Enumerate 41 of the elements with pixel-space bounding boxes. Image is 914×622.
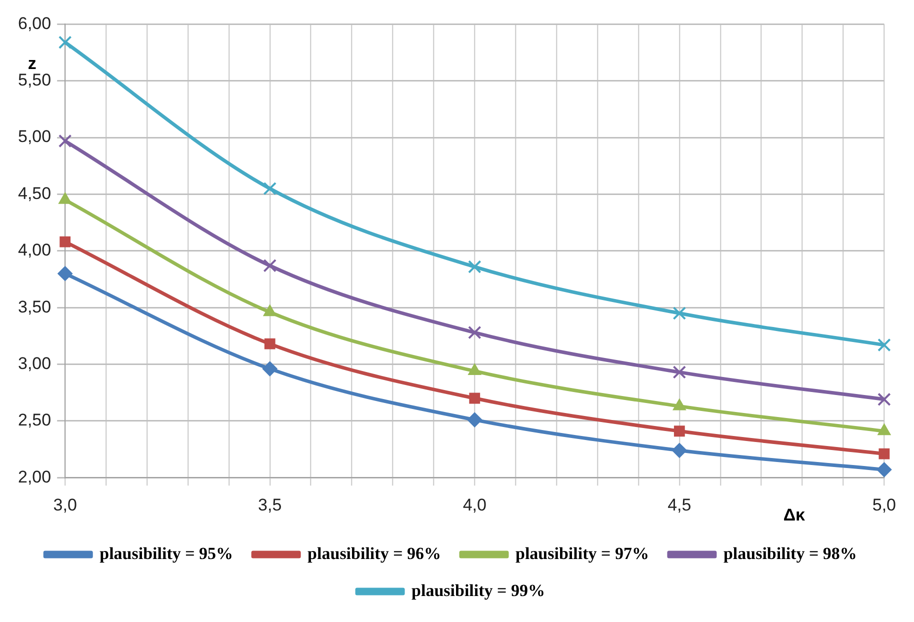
x-tick-label: 3,0 bbox=[53, 495, 77, 514]
y-tick-label: 3,00 bbox=[18, 354, 52, 373]
point bbox=[878, 392, 891, 406]
y-tick-label: 2,50 bbox=[18, 410, 52, 430]
x-axis-title: Δκ bbox=[783, 505, 806, 524]
point bbox=[878, 338, 891, 352]
point bbox=[58, 36, 72, 49]
x-tick-label: 3,5 bbox=[258, 495, 282, 514]
point bbox=[672, 366, 686, 379]
point bbox=[468, 364, 482, 376]
point bbox=[672, 442, 687, 458]
x-tick-label: 5,0 bbox=[872, 495, 896, 514]
point bbox=[467, 412, 482, 428]
legend-label: plausibility = 98% bbox=[723, 544, 857, 563]
y-tick-label: 4,50 bbox=[18, 184, 52, 203]
legend-label: plausibility = 95% bbox=[100, 544, 234, 563]
point bbox=[674, 426, 685, 437]
point bbox=[60, 236, 71, 248]
y-tick-label: 5,00 bbox=[18, 127, 52, 146]
point bbox=[672, 306, 686, 320]
point bbox=[876, 462, 892, 478]
point bbox=[264, 338, 276, 350]
legend-label: plausibility = 99% bbox=[412, 580, 545, 600]
point bbox=[262, 361, 278, 376]
point bbox=[469, 392, 480, 404]
x-tick-label: 4,5 bbox=[668, 495, 692, 514]
legend-label: plausibility = 97% bbox=[516, 544, 649, 563]
y-axis-title: z bbox=[28, 54, 36, 73]
point bbox=[468, 326, 482, 340]
y-tick-label: 3,50 bbox=[18, 297, 52, 316]
y-tick-label: 2,00 bbox=[18, 467, 52, 486]
legend-label: plausibility = 96% bbox=[308, 544, 442, 563]
y-tick-label: 5,50 bbox=[18, 70, 52, 90]
point bbox=[263, 258, 277, 272]
point bbox=[468, 260, 482, 274]
point bbox=[878, 448, 890, 460]
y-tick-label: 4,00 bbox=[18, 240, 52, 260]
y-tick-label: 6,00 bbox=[18, 14, 52, 33]
point bbox=[263, 182, 277, 196]
point bbox=[58, 266, 73, 282]
x-tick-label: 4,0 bbox=[462, 495, 486, 514]
